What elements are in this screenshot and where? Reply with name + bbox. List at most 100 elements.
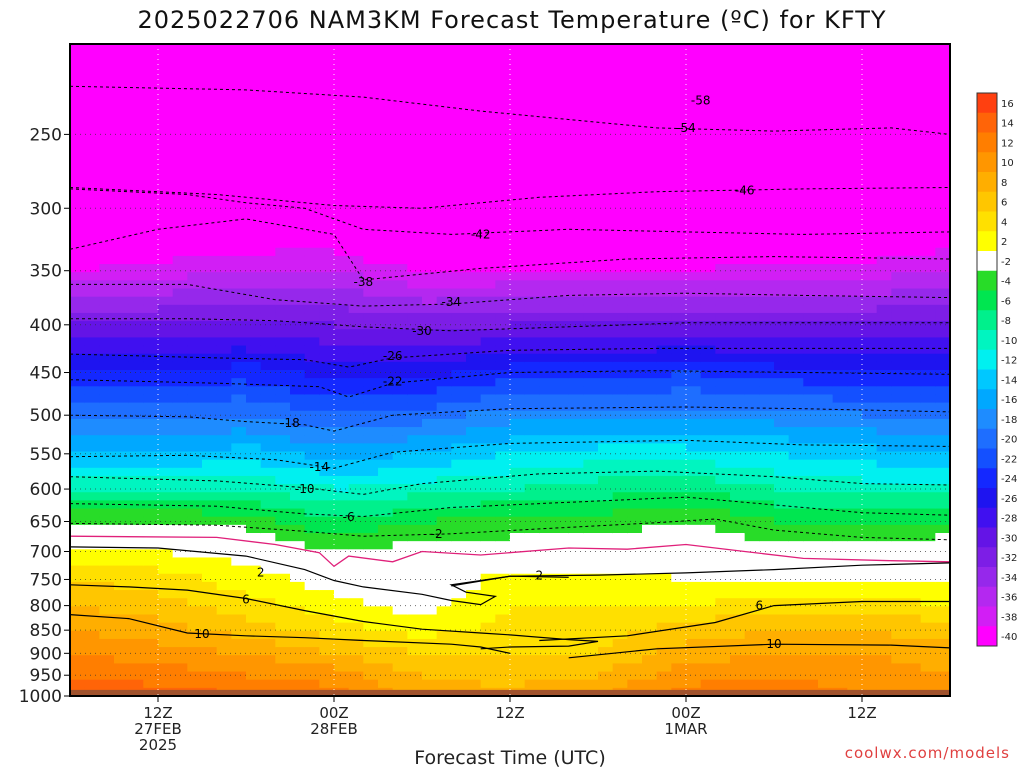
field-cell <box>568 492 584 501</box>
field-cell <box>422 92 438 102</box>
field-cell <box>319 435 335 444</box>
field-cell <box>363 280 379 290</box>
field-cell <box>627 117 643 127</box>
field-cell <box>436 182 452 192</box>
field-cell <box>832 386 848 396</box>
field-cell <box>422 312 438 322</box>
field-cell <box>598 394 614 404</box>
field-cell <box>187 60 203 70</box>
field-cell <box>378 671 394 681</box>
y-tick-label: 400 <box>30 316 62 336</box>
field-cell <box>422 329 438 338</box>
field-cell <box>700 394 716 404</box>
field-cell <box>876 92 892 102</box>
field-cell <box>774 598 790 607</box>
field-cell <box>627 581 643 591</box>
field-cell <box>818 418 834 428</box>
field-cell <box>920 443 936 453</box>
field-cell <box>554 101 570 110</box>
field-cell <box>246 329 262 338</box>
field-cell <box>935 207 951 216</box>
field-cell <box>759 304 775 314</box>
field-cell <box>583 68 599 78</box>
field-cell <box>202 451 218 461</box>
field-cell <box>70 255 86 265</box>
field-cell <box>407 663 423 673</box>
field-cell <box>378 418 394 428</box>
field-cell <box>378 370 394 379</box>
field-cell <box>158 443 174 453</box>
field-cell <box>334 573 350 583</box>
field-cell <box>847 264 863 273</box>
field-cell <box>656 68 672 78</box>
field-cell <box>627 655 643 664</box>
field-cell <box>231 44 247 53</box>
field-cell <box>642 52 658 61</box>
field-cell <box>554 174 570 184</box>
field-cell <box>920 321 936 330</box>
field-cell <box>436 614 452 624</box>
field-cell <box>334 109 350 118</box>
field-cell <box>920 370 936 379</box>
field-cell <box>495 402 511 412</box>
field-cell <box>246 467 262 477</box>
field-cell <box>392 622 408 632</box>
field-cell <box>70 92 86 102</box>
field-cell <box>480 223 496 233</box>
field-cell <box>598 84 614 94</box>
field-cell <box>480 533 496 542</box>
field-cell <box>788 215 804 224</box>
field-cell <box>363 304 379 314</box>
field-cell <box>671 614 687 624</box>
field-cell <box>392 337 408 347</box>
field-cell <box>231 141 247 151</box>
field-cell <box>935 190 951 200</box>
field-cell <box>583 386 599 396</box>
field-cell <box>891 264 907 273</box>
field-cell <box>891 370 907 379</box>
field-cell <box>583 207 599 216</box>
field-cell <box>290 663 306 673</box>
field-cell <box>583 370 599 379</box>
field-cell <box>70 60 86 70</box>
contour-label: -6 <box>343 510 355 524</box>
field-cell <box>363 272 379 281</box>
field-cell <box>187 68 203 78</box>
field-cell <box>862 304 878 314</box>
field-cell <box>436 370 452 379</box>
field-cell <box>612 484 628 493</box>
field-cell <box>715 117 731 127</box>
field-cell <box>920 679 936 689</box>
field-cell <box>598 166 614 175</box>
field-cell <box>818 581 834 591</box>
field-cell <box>436 386 452 396</box>
field-cell <box>187 394 203 404</box>
field-cell <box>583 500 599 510</box>
field-cell <box>612 182 628 192</box>
field-cell <box>510 288 526 298</box>
field-cell <box>730 533 746 542</box>
field-cell <box>202 101 218 110</box>
field-cell <box>128 459 144 469</box>
field-cell <box>554 533 570 542</box>
field-cell <box>260 198 276 208</box>
field-cell <box>700 247 716 257</box>
field-cell <box>436 92 452 102</box>
field-cell <box>290 239 306 249</box>
field-cell <box>290 288 306 298</box>
field-cell <box>407 288 423 298</box>
field-cell <box>172 133 188 143</box>
field-cell <box>246 84 262 94</box>
field-cell <box>216 386 232 396</box>
field-cell <box>363 533 379 542</box>
field-cell <box>759 223 775 233</box>
field-cell <box>187 92 203 102</box>
field-cell <box>84 581 100 591</box>
field-cell <box>319 345 335 355</box>
field-cell <box>407 573 423 583</box>
field-cell <box>348 378 364 387</box>
field-cell <box>246 52 262 61</box>
field-cell <box>348 386 364 396</box>
field-cell <box>260 101 276 110</box>
field-cell <box>656 182 672 192</box>
